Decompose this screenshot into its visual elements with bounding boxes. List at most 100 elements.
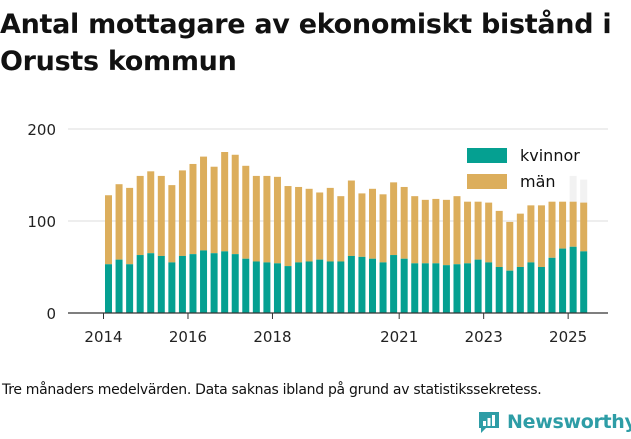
bar-kvinnor bbox=[537, 267, 545, 313]
bar-man bbox=[200, 156, 208, 251]
bar-man bbox=[231, 154, 239, 255]
bar-kvinnor bbox=[390, 255, 398, 313]
bar-chart: 0 100 200 2014 2016 2018 2021 2023 2025 kvinnor… bbox=[27, 121, 608, 346]
bar-man bbox=[305, 188, 313, 262]
bar-man bbox=[559, 201, 567, 249]
bar-kvinnor bbox=[379, 262, 387, 313]
bar-kvinnor bbox=[495, 267, 503, 313]
bar-man bbox=[506, 221, 514, 271]
x-tick-label: 2016 bbox=[169, 328, 207, 346]
bar-man bbox=[105, 195, 112, 265]
bar-man bbox=[136, 175, 144, 256]
x-axis: 2014 2016 2018 2021 2023 2025 bbox=[68, 312, 608, 346]
bar-kvinnor bbox=[400, 258, 408, 313]
bar-man bbox=[263, 175, 271, 263]
bar-man bbox=[189, 163, 197, 255]
bar-kvinnor bbox=[347, 255, 355, 313]
bar-kvinnor bbox=[263, 262, 271, 313]
legend-label: män bbox=[520, 172, 556, 191]
bar-man bbox=[284, 186, 292, 267]
x-tick-label: 2023 bbox=[465, 328, 503, 346]
bar-kvinnor bbox=[284, 266, 292, 313]
bar-kvinnor bbox=[126, 264, 134, 313]
bar-man bbox=[421, 199, 429, 264]
bar-man bbox=[115, 184, 123, 260]
bar-man bbox=[221, 152, 229, 252]
bar-man bbox=[400, 186, 408, 259]
y-tick-label: 200 bbox=[27, 121, 56, 139]
bar-kvinnor bbox=[168, 262, 176, 313]
bar-kvinnor bbox=[221, 251, 229, 313]
bar-man bbox=[485, 202, 493, 263]
bar-kvinnor bbox=[485, 262, 493, 313]
bar-man bbox=[580, 202, 588, 252]
bar-kvinnor bbox=[453, 264, 461, 313]
legend-swatch bbox=[467, 174, 507, 189]
bar-man bbox=[442, 199, 450, 266]
bar-kvinnor bbox=[210, 253, 218, 313]
bar-man bbox=[464, 201, 472, 264]
bar-kvinnor bbox=[548, 257, 556, 313]
newsworthy-logo-icon bbox=[479, 412, 499, 433]
bar-kvinnor bbox=[231, 254, 239, 313]
x-tick-label: 2025 bbox=[549, 328, 587, 346]
bar-man bbox=[295, 186, 303, 263]
bar-kvinnor bbox=[527, 262, 535, 313]
legend-label: kvinnor bbox=[520, 146, 580, 165]
bar-man bbox=[548, 201, 556, 258]
bar-man bbox=[316, 192, 324, 260]
bar-man bbox=[178, 170, 186, 256]
bar-kvinnor bbox=[252, 261, 260, 313]
bar-man bbox=[147, 171, 155, 254]
bar-kvinnor bbox=[421, 263, 429, 313]
bar-man bbox=[453, 196, 461, 265]
bar-kvinnor bbox=[559, 248, 567, 313]
bar-kvinnor bbox=[115, 259, 123, 313]
bar-kvinnor bbox=[136, 255, 144, 313]
chart-title: Antal mottagare av ekonomiskt bistånd i … bbox=[0, 9, 612, 77]
bar-kvinnor bbox=[147, 253, 155, 313]
bar-man bbox=[157, 175, 165, 256]
bar-kvinnor bbox=[178, 255, 186, 313]
bar-man bbox=[379, 194, 387, 263]
bar-man bbox=[358, 193, 366, 257]
bar-kvinnor bbox=[369, 258, 376, 313]
bar-man bbox=[347, 180, 355, 256]
bar-man bbox=[537, 205, 545, 267]
legend-swatch bbox=[467, 148, 507, 163]
y-tick-label: 100 bbox=[27, 213, 56, 231]
bar-kvinnor bbox=[242, 258, 250, 313]
bar-man bbox=[168, 185, 176, 263]
bar-man bbox=[527, 205, 535, 263]
bar-kvinnor bbox=[464, 263, 472, 313]
bar-man bbox=[569, 201, 577, 247]
bar-man bbox=[411, 196, 419, 264]
bar-kvinnor bbox=[506, 270, 514, 313]
bar-man bbox=[516, 213, 524, 267]
bar-man bbox=[126, 187, 134, 265]
bar-man bbox=[390, 182, 398, 256]
brand-name: Newsworthy bbox=[507, 411, 631, 433]
bar-man bbox=[474, 201, 482, 260]
x-tick-label: 2018 bbox=[253, 328, 291, 346]
bar-kvinnor bbox=[411, 263, 419, 313]
bar-kvinnor bbox=[569, 246, 577, 313]
chart-caption: Tre månaders medelvärden. Data saknas ib… bbox=[2, 382, 542, 398]
x-tick-label: 2014 bbox=[84, 328, 122, 346]
bar-kvinnor bbox=[474, 259, 482, 313]
bar-kvinnor bbox=[316, 259, 324, 313]
bar-kvinnor bbox=[516, 267, 524, 313]
bar-man bbox=[273, 176, 281, 264]
bar-kvinnor bbox=[580, 251, 588, 313]
brand-logo[interactable]: Newsworthy bbox=[476, 408, 631, 436]
bar-man bbox=[210, 166, 218, 254]
bar-kvinnor bbox=[432, 263, 440, 313]
y-tick-label: 0 bbox=[46, 305, 56, 323]
y-axis-ticks: 0 100 200 bbox=[27, 121, 56, 323]
bar-man bbox=[326, 187, 334, 262]
bar-kvinnor bbox=[358, 256, 366, 313]
bar-man bbox=[432, 198, 440, 264]
bars bbox=[105, 152, 588, 313]
bar-man bbox=[252, 175, 260, 262]
x-tick-label: 2021 bbox=[380, 328, 418, 346]
